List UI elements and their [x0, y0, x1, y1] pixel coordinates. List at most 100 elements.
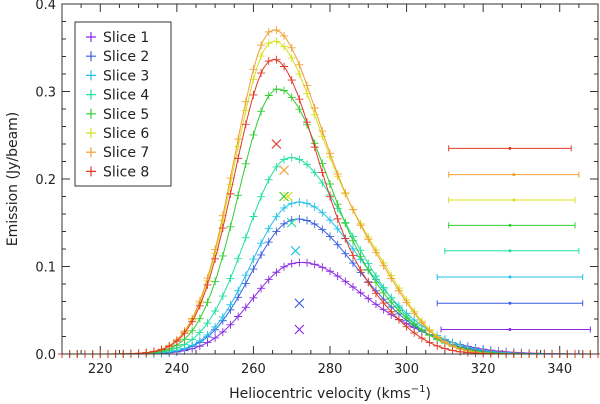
data-point [249, 90, 258, 99]
x-marker-slice-8 [271, 139, 282, 149]
data-point [257, 239, 266, 248]
data-point [287, 259, 296, 268]
data-point [326, 216, 334, 225]
legend-label-slice-1: Slice 1 [103, 30, 149, 46]
data-point [264, 238, 273, 247]
data-point [264, 91, 273, 100]
marker-layer [271, 139, 305, 335]
data-point [295, 60, 304, 69]
data-point [218, 312, 227, 321]
data-point [241, 279, 250, 288]
data-point [433, 341, 442, 350]
data-point [310, 168, 319, 177]
data-point [310, 143, 319, 152]
data-point [425, 338, 434, 347]
data-point [326, 180, 334, 189]
data-point [371, 278, 380, 287]
data-point [371, 289, 380, 298]
data-point [303, 199, 312, 208]
legend-symbol-slice-1 [86, 32, 96, 42]
data-point [249, 65, 258, 74]
legend: Slice 1 Slice 2 Slice 3 Slice 4 Slice 5 Slice… [74, 21, 172, 187]
series-line [62, 156, 597, 355]
data-point [241, 106, 250, 115]
data-point [387, 274, 396, 283]
legend-label-slice-7: Slice 7 [103, 145, 149, 161]
legend-label-slice-8: Slice 8 [103, 164, 149, 180]
data-point [195, 328, 204, 337]
data-point [249, 293, 258, 302]
data-point [394, 306, 403, 315]
data-point [333, 272, 342, 281]
data-point [257, 250, 266, 259]
data-point [364, 266, 373, 275]
y-axis-label: Emission (Jy/beam) [5, 112, 21, 247]
data-point [356, 252, 365, 261]
data-point [295, 155, 304, 164]
data-point [172, 337, 181, 346]
data-point [310, 103, 319, 112]
data-point [303, 216, 312, 225]
series-3 [58, 198, 600, 358]
data-point [295, 105, 304, 114]
data-point [348, 259, 357, 268]
data-point [303, 81, 312, 90]
data-point [241, 159, 250, 168]
data-point [203, 298, 212, 307]
data-point [195, 336, 204, 345]
data-point [257, 192, 266, 201]
legend-symbol-slice-6 [86, 128, 96, 138]
data-point [425, 326, 434, 335]
legend-label-slice-2: Slice 2 [103, 49, 149, 65]
data-point [218, 224, 227, 233]
data-point [287, 53, 296, 62]
data-point [287, 93, 296, 102]
legend-symbol-slice-2 [86, 51, 96, 62]
data-point [433, 333, 442, 342]
data-point [295, 95, 304, 104]
legend-symbol-slice-4 [86, 89, 96, 100]
legend-symbol-slice-5 [86, 108, 96, 119]
data-point [348, 205, 357, 214]
data-point [280, 155, 289, 164]
data-point [211, 333, 220, 342]
data-point [348, 236, 357, 245]
data-point [226, 274, 235, 283]
data-point [333, 170, 342, 179]
data-point [249, 130, 258, 139]
error-bar-center [508, 328, 512, 331]
data-point [272, 227, 281, 236]
legend-label-slice-5: Slice 5 [103, 107, 149, 123]
data-point [326, 232, 334, 241]
data-point [272, 26, 281, 35]
data-point [134, 349, 143, 358]
data-point [257, 107, 266, 116]
data-point [379, 299, 388, 308]
error-bar-slice-2 [436, 300, 584, 307]
data-point [272, 268, 281, 277]
data-point [195, 301, 204, 310]
data-point [310, 220, 319, 229]
data-point [341, 249, 350, 258]
data-point [287, 76, 296, 85]
y-tick-label: 0.2 [35, 173, 56, 188]
data-point [410, 320, 419, 329]
data-point [341, 219, 350, 228]
data-point [234, 312, 243, 321]
error-bar-center [508, 275, 512, 279]
data-point [303, 118, 312, 127]
data-point [257, 69, 266, 78]
data-point [295, 198, 304, 207]
data-point [318, 208, 327, 217]
data-point [348, 283, 357, 292]
data-point [295, 258, 304, 267]
data-point [417, 318, 426, 327]
data-point [203, 274, 212, 283]
data-point [280, 262, 289, 271]
x-tick-label: 280 [318, 362, 343, 377]
error-bar-slice-3 [436, 274, 584, 280]
data-point [295, 70, 304, 79]
data-point [402, 322, 411, 331]
x-marker-slice-5 [279, 191, 289, 202]
data-point [394, 286, 403, 295]
